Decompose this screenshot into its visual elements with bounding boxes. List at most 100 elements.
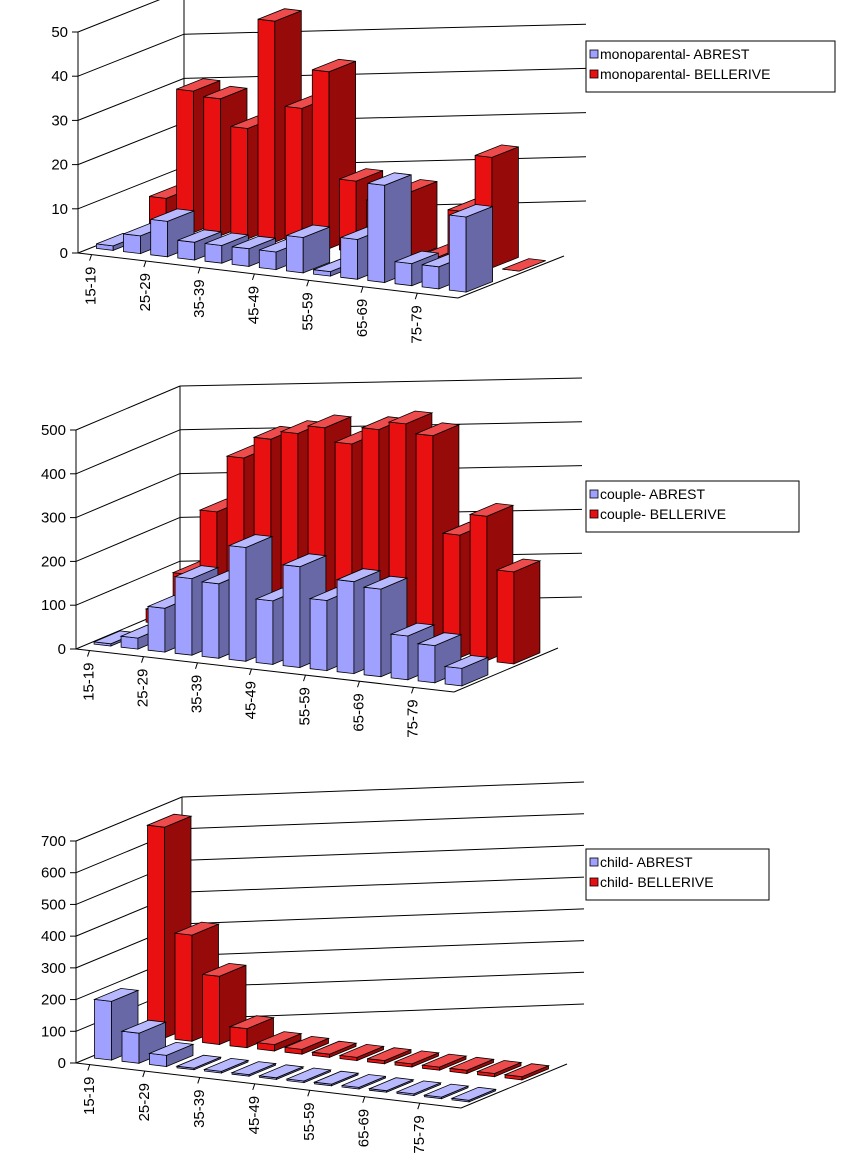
legend-label: child- BELLERIVE: [600, 874, 714, 890]
bar: [202, 962, 247, 1046]
legend-label: monoparental- ABREST: [600, 46, 750, 62]
bar: [450, 1086, 498, 1103]
bar: [395, 1080, 443, 1097]
side-gridline: [77, 33, 185, 77]
side-gridline: [75, 560, 181, 606]
bar-front-face: [255, 598, 274, 665]
x-tick-mark: [417, 1103, 421, 1110]
bar-front-face: [229, 1026, 248, 1049]
bar-front-face: [123, 233, 141, 255]
gridline: [181, 908, 585, 925]
y-tick-label: 200: [41, 553, 66, 570]
legend: monoparental- ABREST monoparental- BELLER…: [585, 40, 836, 93]
bar: [145, 813, 193, 1039]
legend-swatch: [589, 509, 599, 519]
bar-front-face: [174, 932, 193, 1042]
bar-top-face: [257, 1064, 305, 1079]
bar: [503, 1063, 551, 1081]
y-tick-label: 30: [51, 112, 68, 129]
gridline: [181, 844, 585, 861]
bar-top-face: [281, 553, 328, 568]
bar-front-face: [367, 182, 386, 283]
bar-top-face: [339, 168, 383, 182]
bar-front-face: [469, 513, 488, 662]
bar: [285, 1067, 333, 1084]
y-tick-label: 100: [41, 597, 66, 614]
bar: [502, 258, 546, 272]
y-tick-label: 10: [51, 201, 68, 218]
side-gridline: [75, 473, 181, 519]
gridline: [183, 67, 587, 79]
y-tick-label: 300: [41, 510, 66, 527]
x-tick-label: 55-59: [301, 1102, 318, 1140]
bar-top-face: [416, 632, 463, 647]
category-axis: [75, 648, 455, 693]
bar-front-face: [257, 18, 276, 243]
bar-top-face: [310, 1040, 358, 1055]
side-gridline: [75, 516, 181, 562]
bar-front-face: [203, 96, 221, 237]
floor-edge: [453, 647, 559, 693]
bar-front-face: [285, 235, 304, 274]
bar-top-face: [422, 1083, 470, 1098]
bar-top-face: [367, 172, 412, 186]
x-tick-label: 75-79: [404, 699, 421, 737]
bar-front-face: [340, 237, 358, 280]
bar-top-face: [475, 1060, 523, 1074]
bar-top-face: [312, 1070, 360, 1085]
bar: [448, 204, 494, 293]
category-axis: [77, 252, 459, 299]
category-axis: [75, 1062, 462, 1109]
bar-top-face: [173, 921, 221, 936]
bar-front-face: [284, 105, 303, 246]
x-tick-label: 45-49: [245, 286, 262, 324]
bar-top-face: [387, 410, 434, 425]
side-gridline: [75, 796, 183, 842]
x-tick-mark: [143, 260, 147, 268]
bar-top-face: [230, 1061, 278, 1076]
bar: [422, 1083, 470, 1100]
bar-top-face: [448, 1056, 496, 1071]
bar: [177, 229, 222, 261]
bar-front-face: [147, 605, 166, 653]
gridline: [183, 23, 587, 35]
y-tick-label: 100: [41, 1023, 66, 1040]
side-gridline: [75, 429, 181, 475]
bar-top-face: [394, 250, 439, 265]
x-tick-label: 65-69: [354, 299, 371, 337]
side-gridline: [77, 122, 185, 166]
x-tick-label: 75-79: [411, 1115, 428, 1153]
bar-top-face: [231, 235, 276, 250]
gridline: [179, 377, 583, 387]
x-tick-mark: [411, 687, 414, 694]
bar-top-face: [414, 422, 461, 437]
x-tick-label: 55-59: [300, 292, 317, 330]
bar-top-face: [367, 1077, 415, 1092]
gridline: [181, 813, 585, 830]
bar-top-face: [395, 1080, 443, 1095]
x-tick-mark: [249, 668, 252, 676]
bar-front-face: [309, 598, 328, 672]
bar-top-face: [450, 1086, 498, 1101]
bar: [147, 1041, 195, 1068]
bar-front-face: [390, 633, 409, 681]
y-tick-label: 500: [41, 896, 66, 913]
bar: [285, 224, 331, 274]
bar-top-face: [173, 565, 220, 580]
bar-front-face: [311, 69, 330, 250]
bar-top-face: [283, 1035, 331, 1050]
bar-top-face: [257, 8, 302, 22]
bar-side-face: [491, 146, 519, 269]
legend-label: child- ABREST: [600, 854, 693, 870]
bar-top-face: [306, 414, 353, 429]
x-tick-mark: [87, 1064, 91, 1071]
legend: child- ABREST child- BELLERIVE: [585, 848, 770, 901]
x-tick-mark: [307, 1090, 311, 1097]
chart-monoparental: 0 10 20 30 40 50 15-19 25-29 35-39 45-49 55-59 65-6…: [51, 0, 836, 344]
bar-front-face: [177, 239, 196, 261]
x-tick-label: 35-39: [191, 1090, 208, 1128]
bar-top-face: [393, 1050, 441, 1065]
bar-front-face: [282, 564, 301, 668]
floor-edge: [460, 1063, 568, 1109]
